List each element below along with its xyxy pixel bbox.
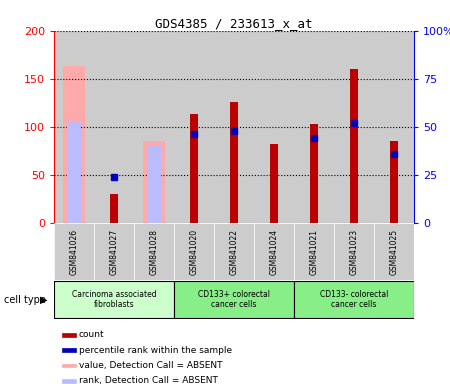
Text: CD133+ colorectal
cancer cells: CD133+ colorectal cancer cells: [198, 290, 270, 309]
Text: value, Detection Call = ABSENT: value, Detection Call = ABSENT: [79, 361, 222, 370]
Bar: [214, 223, 254, 280]
Bar: [62, 364, 76, 367]
Bar: [189, 114, 198, 223]
Bar: [67, 121, 81, 223]
Bar: [174, 281, 294, 318]
Bar: [62, 333, 76, 337]
Text: GSM841025: GSM841025: [390, 228, 399, 275]
Bar: [143, 141, 165, 223]
Bar: [214, 31, 254, 223]
Text: rank, Detection Call = ABSENT: rank, Detection Call = ABSENT: [79, 376, 217, 384]
Text: GSM841024: GSM841024: [270, 228, 279, 275]
Text: count: count: [79, 330, 104, 339]
Text: GSM841022: GSM841022: [230, 228, 238, 275]
Bar: [62, 379, 76, 383]
Bar: [54, 31, 94, 223]
Bar: [134, 31, 174, 223]
Bar: [134, 223, 174, 280]
Bar: [374, 31, 414, 223]
Text: GSM841028: GSM841028: [149, 228, 158, 275]
Bar: [270, 144, 279, 223]
Bar: [110, 194, 118, 223]
Text: GSM841021: GSM841021: [310, 228, 319, 275]
Text: CD133- colorectal
cancer cells: CD133- colorectal cancer cells: [320, 290, 388, 309]
Bar: [390, 141, 398, 223]
Bar: [94, 223, 134, 280]
Bar: [54, 223, 94, 280]
Text: GSM841023: GSM841023: [350, 228, 359, 275]
Bar: [294, 31, 334, 223]
Bar: [62, 348, 76, 352]
Bar: [374, 223, 414, 280]
Bar: [294, 223, 334, 280]
Bar: [54, 281, 174, 318]
Bar: [254, 31, 294, 223]
Bar: [174, 31, 214, 223]
Bar: [350, 69, 358, 223]
Bar: [334, 223, 374, 280]
Bar: [310, 124, 319, 223]
Bar: [147, 146, 161, 223]
Text: GSM841027: GSM841027: [109, 228, 118, 275]
Title: GDS4385 / 233613_x_at: GDS4385 / 233613_x_at: [155, 17, 313, 30]
Text: percentile rank within the sample: percentile rank within the sample: [79, 346, 232, 355]
Bar: [254, 223, 294, 280]
Text: GSM841020: GSM841020: [189, 228, 198, 275]
Bar: [63, 66, 85, 223]
Text: Carcinoma associated
fibroblasts: Carcinoma associated fibroblasts: [72, 290, 156, 309]
Bar: [94, 31, 134, 223]
Text: ▶: ▶: [40, 295, 47, 305]
Bar: [174, 223, 214, 280]
Bar: [334, 31, 374, 223]
Bar: [230, 102, 238, 223]
Bar: [294, 281, 414, 318]
Text: cell type: cell type: [4, 295, 46, 305]
Text: GSM841026: GSM841026: [69, 228, 78, 275]
